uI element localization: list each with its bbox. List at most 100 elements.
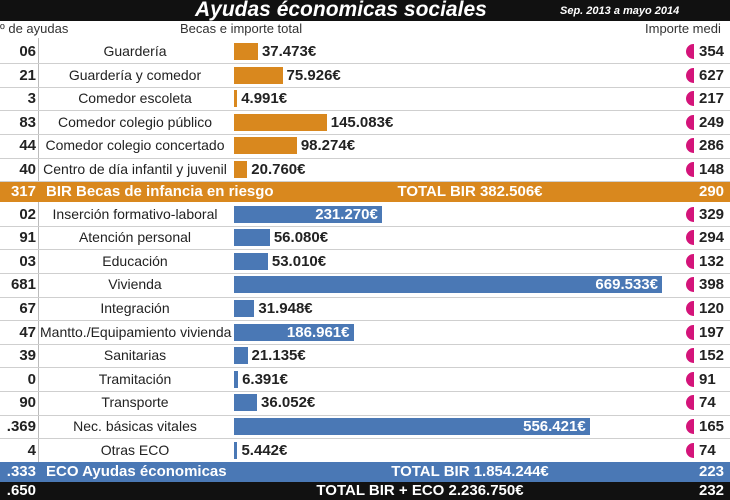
summary-bar	[0, 462, 730, 483]
count: 3	[27, 90, 36, 108]
avg: 165	[699, 418, 725, 435]
bar	[234, 137, 297, 155]
summary-count: 317	[10, 182, 36, 200]
avg-marker	[686, 230, 694, 246]
row-label: Comedor escoleta	[78, 90, 192, 107]
avg-marker	[686, 442, 694, 458]
avg-marker	[686, 162, 694, 177]
bar	[234, 418, 590, 435]
row-label: Comedor colegio público	[57, 113, 213, 130]
value-label: 4.991€	[241, 90, 288, 108]
bar	[234, 161, 248, 178]
avg: 197	[699, 323, 725, 341]
summary-total: TOTAL BIR 1.854.244€	[391, 463, 549, 481]
avg: 217	[699, 90, 725, 108]
row-label: Comedor colegio concertado	[45, 137, 225, 154]
count: 0	[27, 370, 36, 388]
avg: 354	[699, 43, 725, 60]
value-label: 37.473€	[261, 43, 317, 60]
summary-label: BIR Becas de infancia en riesgo	[46, 182, 274, 200]
grand-total-avg: 232	[699, 482, 725, 499]
row-label: Atención personal	[78, 229, 192, 246]
row-separator	[0, 390, 730, 392]
avg: 249	[699, 113, 725, 131]
row-separator	[0, 438, 730, 440]
row-label: Integración	[100, 300, 170, 316]
count: 02	[19, 205, 36, 223]
value-label: 145.083€	[330, 113, 394, 131]
value-label: 556.421€	[523, 418, 586, 435]
row-label: Transporte	[101, 394, 169, 411]
bar	[234, 347, 248, 365]
row-separator	[0, 414, 730, 416]
value-label: 98.274€	[300, 137, 356, 155]
bar	[234, 370, 239, 388]
bar	[234, 229, 270, 247]
avg-marker	[686, 91, 694, 107]
grand-total-count: .650	[6, 482, 36, 499]
row-separator	[0, 296, 730, 298]
row-label: Educación	[102, 252, 168, 269]
value-label: 21.135€	[251, 347, 306, 365]
avg: 398	[699, 276, 725, 294]
bar	[234, 276, 662, 294]
count: 06	[19, 43, 36, 60]
row-label: Inserción formativo-laboral	[52, 205, 218, 222]
count: 67	[19, 300, 36, 317]
column-header: Becas e importe total	[180, 21, 303, 36]
row-label: Otras ECO	[100, 441, 170, 458]
count: 681	[10, 276, 36, 294]
value-label: 56.080€	[273, 229, 329, 247]
row-label: Nec. básicas vitales	[73, 418, 197, 434]
grand-total-bar	[0, 482, 730, 500]
title-bar	[0, 0, 730, 21]
avg: 148	[699, 161, 725, 178]
bar	[234, 441, 238, 459]
row-separator	[0, 86, 730, 88]
row-separator	[0, 320, 730, 322]
count: 83	[19, 113, 36, 131]
count: 03	[19, 252, 36, 270]
row-separator	[0, 157, 730, 159]
avg-marker	[686, 67, 694, 83]
count: 39	[19, 347, 36, 365]
grand-total: TOTAL BIR + ECO 2.236.750€	[316, 482, 524, 499]
value-label: 20.760€	[251, 161, 306, 178]
avg: 294	[699, 229, 725, 247]
bar	[234, 252, 268, 270]
avg: 74	[699, 441, 716, 459]
summary-bar	[0, 181, 730, 202]
count: 21	[19, 66, 36, 84]
row-label: Vivienda	[108, 276, 162, 293]
count: 40	[19, 161, 36, 178]
column-divider	[38, 202, 39, 463]
avg-marker	[686, 371, 694, 387]
row-label: Mantto./Equipamiento vivienda	[40, 323, 232, 340]
bar	[234, 113, 327, 131]
avg: 627	[699, 66, 725, 84]
avg-marker	[686, 348, 694, 364]
bar	[234, 66, 283, 84]
value-label: 31.948€	[258, 300, 313, 317]
count: 47	[19, 323, 36, 341]
summary-label: ECO Ayudas économicas	[46, 463, 227, 481]
row-separator	[0, 110, 730, 112]
avg-marker	[686, 206, 694, 222]
column-header: Importe medi	[645, 21, 721, 36]
avg: 120	[699, 300, 725, 317]
row-separator	[0, 272, 730, 274]
row-separator	[0, 63, 730, 65]
value-label: 6.391€	[242, 370, 288, 388]
summary-avg: 223	[699, 463, 725, 481]
count: 91	[19, 229, 36, 247]
value-label: 53.010€	[271, 252, 327, 270]
column-divider	[38, 38, 39, 182]
avg: 286	[699, 137, 725, 155]
count: 4	[27, 441, 36, 459]
count: .369	[6, 418, 36, 435]
avg: 91	[699, 370, 716, 388]
avg-marker	[686, 114, 694, 130]
summary-total: TOTAL BIR 382.506€	[397, 182, 543, 200]
row-separator	[0, 367, 730, 369]
